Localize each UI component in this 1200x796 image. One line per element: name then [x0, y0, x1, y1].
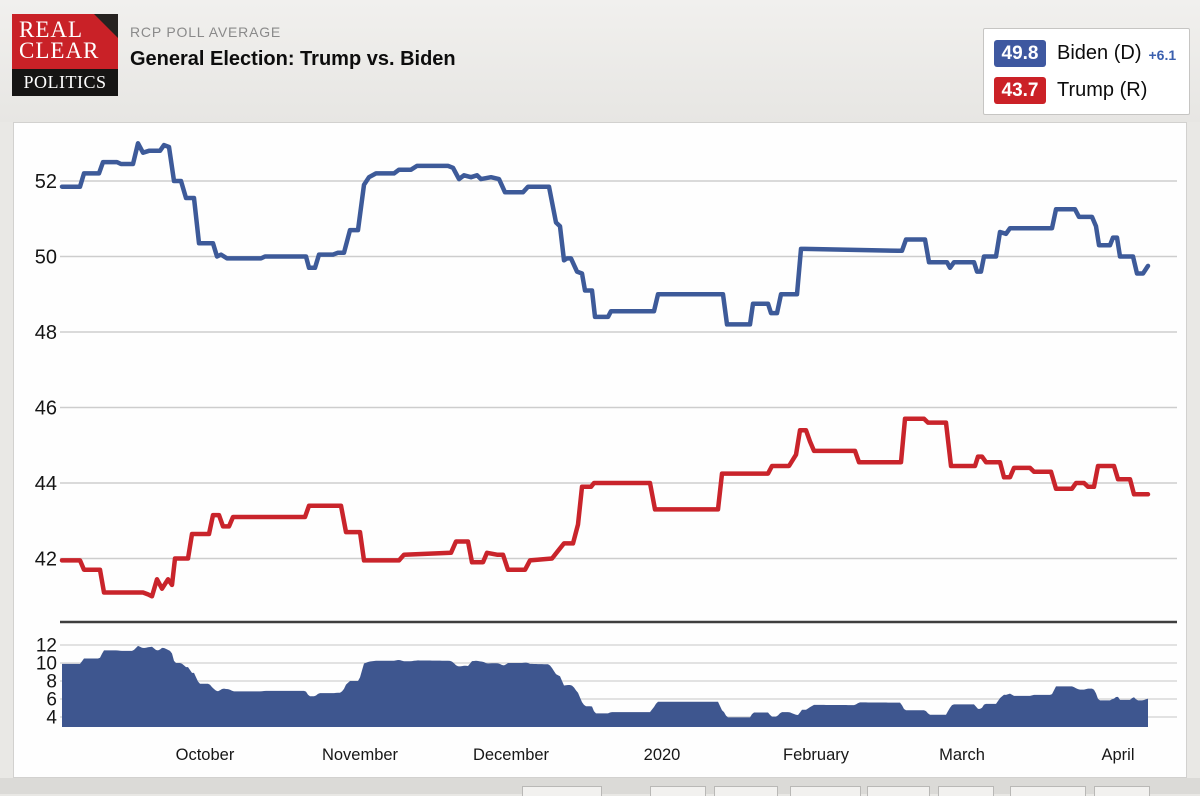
bottom-thumbnail[interactable] — [714, 786, 778, 796]
bottom-thumbnail[interactable] — [867, 786, 930, 796]
rcp-logo: REAL CLEAR POLITICS — [12, 14, 118, 96]
biden-value-badge: 49.8 — [994, 40, 1046, 67]
page-title: General Election: Trump vs. Biden — [130, 48, 456, 70]
biden-label: Biden (D) — [1057, 42, 1142, 64]
logo-text-politics: POLITICS — [12, 69, 118, 96]
bottom-thumbnail[interactable] — [938, 786, 994, 796]
biden-change: +6.1 — [1148, 46, 1177, 63]
logo-text-real: REAL — [19, 17, 84, 42]
bottom-toolbar-strip — [0, 778, 1200, 796]
legend-row-biden: 49.8 Biden (D) +6.1 — [994, 37, 1179, 70]
bottom-thumbnail[interactable] — [1010, 786, 1086, 796]
bottom-thumbnail[interactable] — [1094, 786, 1150, 796]
poll-average-kicker: RCP POLL AVERAGE — [130, 24, 282, 40]
chart-panel — [13, 122, 1187, 778]
trump-value-badge: 43.7 — [994, 77, 1046, 104]
trump-label: Trump (R) — [1057, 79, 1148, 101]
bottom-thumbnail[interactable] — [650, 786, 706, 796]
logo-text-clear: CLEAR — [19, 38, 100, 63]
logo-fold-corner-icon — [94, 14, 118, 38]
legend-row-trump: 43.7 Trump (R) — [994, 74, 1179, 107]
legend-card: 49.8 Biden (D) +6.1 43.7 Trump (R) — [983, 28, 1190, 115]
bottom-thumbnail[interactable] — [790, 786, 861, 796]
bottom-thumbnail[interactable] — [522, 786, 602, 796]
